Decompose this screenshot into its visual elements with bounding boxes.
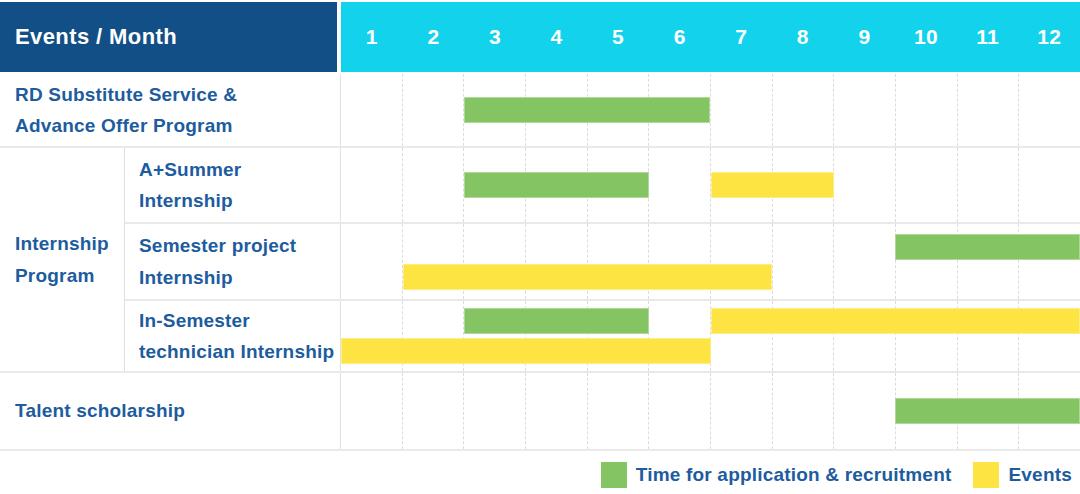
gantt-bar-application bbox=[895, 398, 1080, 424]
gantt-bar-application bbox=[895, 234, 1080, 260]
gantt-row: Semester project Internship bbox=[125, 224, 1080, 301]
legend-swatch-application bbox=[601, 462, 627, 488]
legend-item-application: Time for application & recruitment bbox=[601, 462, 952, 488]
month-column bbox=[833, 74, 895, 146]
month-column bbox=[895, 74, 957, 146]
month-column bbox=[648, 148, 710, 222]
row-months bbox=[341, 74, 1080, 146]
month-column bbox=[710, 373, 772, 449]
row-label: RD Substitute Service & Advance Offer Pr… bbox=[0, 74, 341, 146]
gantt-bar-event bbox=[403, 264, 773, 290]
month-header-cell-11: 11 bbox=[957, 2, 1019, 72]
gantt-row: Talent scholarship bbox=[0, 373, 1080, 451]
month-column bbox=[833, 148, 895, 222]
month-header-cell-9: 9 bbox=[834, 2, 896, 72]
legend-label-application: Time for application & recruitment bbox=[636, 464, 952, 486]
gantt-row: RD Substitute Service & Advance Offer Pr… bbox=[0, 74, 1080, 148]
month-column bbox=[833, 224, 895, 299]
gantt-row: A+Summer Internship bbox=[125, 148, 1080, 224]
row-label: A+Summer Internship bbox=[125, 148, 341, 222]
month-header-cell-12: 12 bbox=[1018, 2, 1080, 72]
month-column bbox=[1018, 74, 1080, 146]
month-header-cell-3: 3 bbox=[464, 2, 526, 72]
month-header-cell-2: 2 bbox=[403, 2, 465, 72]
table-body: RD Substitute Service & Advance Offer Pr… bbox=[0, 74, 1080, 451]
group-rows: A+Summer InternshipSemester project Inte… bbox=[125, 148, 1080, 371]
month-column bbox=[402, 74, 464, 146]
legend: Time for application & recruitment Events bbox=[0, 462, 1080, 488]
month-column bbox=[833, 373, 895, 449]
month-column bbox=[525, 373, 587, 449]
month-column bbox=[772, 74, 834, 146]
events-month-header-cell: Events / Month bbox=[0, 2, 337, 72]
month-column bbox=[341, 373, 402, 449]
gantt-bar-event bbox=[341, 338, 711, 364]
month-header-cell-10: 10 bbox=[895, 2, 957, 72]
row-label: In-Semester technician Internship bbox=[125, 301, 341, 371]
month-header-cell-6: 6 bbox=[649, 2, 711, 72]
month-header-cell-7: 7 bbox=[710, 2, 772, 72]
legend-swatch-event bbox=[973, 462, 999, 488]
month-column bbox=[341, 224, 402, 299]
month-column bbox=[710, 74, 772, 146]
month-column bbox=[341, 148, 402, 222]
month-header-cell-5: 5 bbox=[587, 2, 649, 72]
month-column bbox=[463, 373, 525, 449]
month-column bbox=[772, 224, 834, 299]
gantt-schedule-chart: Events / Month 123456789101112 RD Substi… bbox=[0, 0, 1080, 494]
month-column bbox=[957, 148, 1019, 222]
gantt-bar-application bbox=[464, 172, 649, 198]
row-label: Talent scholarship bbox=[0, 373, 341, 449]
month-column bbox=[341, 74, 402, 146]
gantt-row: In-Semester technician Internship bbox=[125, 301, 1080, 371]
month-column bbox=[402, 148, 464, 222]
legend-item-event: Events bbox=[973, 462, 1072, 488]
month-column bbox=[957, 74, 1019, 146]
month-column bbox=[402, 373, 464, 449]
month-column bbox=[772, 373, 834, 449]
legend-label-event: Events bbox=[1008, 464, 1072, 486]
table-header: Events / Month 123456789101112 bbox=[0, 2, 1080, 72]
month-header-cell-1: 1 bbox=[341, 2, 403, 72]
month-column bbox=[895, 148, 957, 222]
gantt-bar-event bbox=[711, 172, 834, 198]
group-label: Internship Program bbox=[0, 148, 125, 371]
month-header-cell-4: 4 bbox=[526, 2, 588, 72]
row-months bbox=[341, 148, 1080, 222]
month-column bbox=[648, 373, 710, 449]
month-column bbox=[1018, 148, 1080, 222]
row-months bbox=[341, 373, 1080, 449]
gantt-bar-application bbox=[464, 97, 710, 123]
row-months bbox=[341, 224, 1080, 299]
month-header-cell-8: 8 bbox=[772, 2, 834, 72]
month-header-row: 123456789101112 bbox=[341, 2, 1080, 72]
gantt-bar-event bbox=[711, 308, 1080, 334]
month-column bbox=[587, 373, 649, 449]
gantt-row-group: Internship ProgramA+Summer InternshipSem… bbox=[0, 148, 1080, 373]
gantt-bar-application bbox=[464, 308, 649, 334]
row-label: Semester project Internship bbox=[125, 224, 341, 299]
row-months bbox=[341, 301, 1080, 371]
events-month-label: Events / Month bbox=[15, 24, 177, 50]
